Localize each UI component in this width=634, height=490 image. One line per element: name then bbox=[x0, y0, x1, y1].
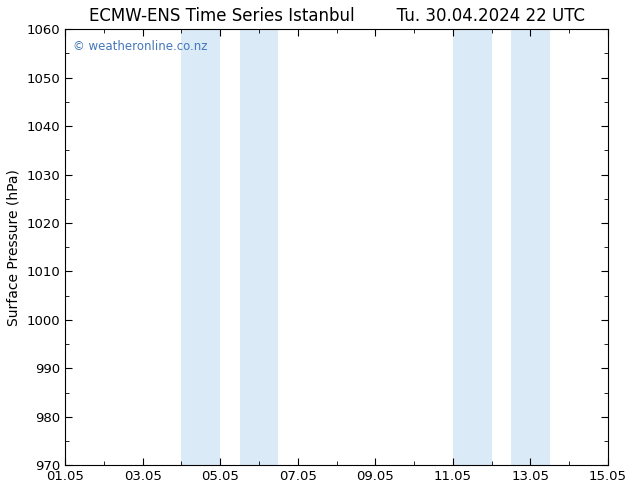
Y-axis label: Surface Pressure (hPa): Surface Pressure (hPa) bbox=[7, 169, 21, 326]
Title: ECMW-ENS Time Series Istanbul        Tu. 30.04.2024 22 UTC: ECMW-ENS Time Series Istanbul Tu. 30.04.… bbox=[89, 7, 585, 25]
Text: © weatheronline.co.nz: © weatheronline.co.nz bbox=[74, 40, 208, 53]
Bar bbox=[181, 29, 220, 465]
Bar bbox=[511, 29, 550, 465]
Bar bbox=[453, 29, 492, 465]
Bar bbox=[240, 29, 278, 465]
